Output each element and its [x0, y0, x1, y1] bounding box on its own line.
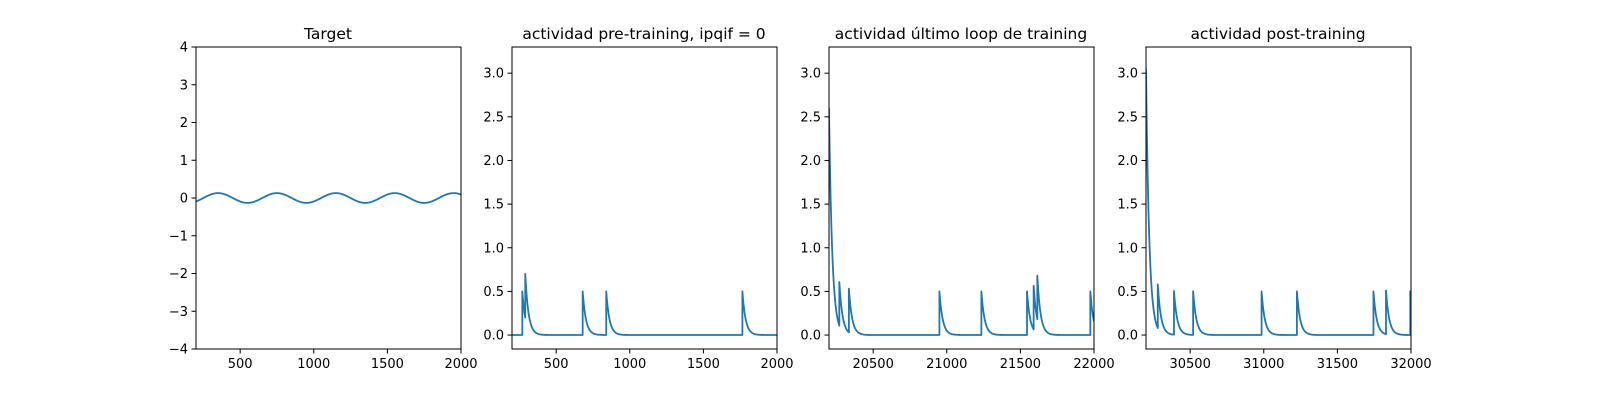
y-tick-label: 0.5: [1117, 285, 1138, 300]
x-tick-label: 22000: [1073, 357, 1114, 372]
y-tick-label: −3: [169, 305, 188, 320]
y-tick-label: 2.0: [1117, 154, 1138, 169]
y-tick-label: 2.0: [483, 154, 504, 169]
y-tick-label: 3.0: [1117, 67, 1138, 82]
panel-marks: 500 1000 1500 2000 0.0 0.5 1.0 1.5 2.0 2.5 3.0: [483, 46, 794, 372]
y-tick-label: 0.5: [800, 285, 821, 300]
x-tick-label: 500: [228, 357, 253, 372]
panel-post-training: actividad post-training 30500 31000 31500 3…: [1117, 25, 1431, 372]
series-line: [829, 108, 1094, 336]
x-tick-label: 21000: [926, 357, 967, 372]
y-tick-label: 2.5: [800, 110, 821, 125]
y-tick-label: 2: [180, 116, 188, 131]
y-tick-label: 1.5: [1117, 198, 1138, 213]
panel-title: actividad pre-training, ipqif = 0: [522, 25, 765, 43]
panel-marks: 30500 31000 31500 32000 0.0 0.5 1.0 1.5 2.0 2.5 3.…: [1117, 46, 1432, 372]
axes-frame: [1145, 46, 1412, 350]
x-tick-label: 31500: [1317, 357, 1358, 372]
x-tick-label: 20500: [852, 357, 893, 372]
y-tick-label: 4: [180, 41, 188, 56]
panel-marks: 500 1000 1500 2000 −4 −3 −2 −1 0 1 2 3 4: [169, 41, 478, 373]
y-tick-label: 3: [180, 78, 188, 93]
y-tick-label: 0.0: [483, 329, 504, 344]
y-tick-label: 1.5: [483, 198, 504, 213]
y-tick-label: 1.0: [800, 241, 821, 256]
y-tick-label: 0.0: [800, 329, 821, 344]
y-tick-label: 1.0: [1117, 241, 1138, 256]
y-tick-label: 2.5: [483, 110, 504, 125]
x-tick-label: 21500: [1000, 357, 1041, 372]
panel-title: actividad post-training: [1190, 25, 1365, 43]
panel-title: actividad último loop de training: [835, 25, 1087, 43]
panel-title: Target: [303, 25, 352, 43]
x-tick-label: 1500: [371, 357, 404, 372]
axes-frame: [511, 46, 778, 350]
y-tick-label: 0: [180, 192, 188, 207]
series-line: [512, 272, 777, 336]
x-tick-label: 1500: [687, 357, 720, 372]
y-tick-label: 1.5: [800, 198, 821, 213]
y-tick-label: 3.0: [483, 67, 504, 82]
series-line: [196, 192, 461, 204]
x-tick-label: 2000: [760, 357, 793, 372]
x-tick-label: 1000: [297, 357, 330, 372]
axes-frame: [828, 46, 1095, 350]
panel-marks: 20500 21000 21500 22000 0.0 0.5 1.0 1.5 2.0 2.5 3.…: [800, 46, 1115, 372]
y-tick-label: 0.5: [483, 285, 504, 300]
x-tick-label: 2000: [444, 357, 477, 372]
x-tick-label: 31000: [1243, 357, 1284, 372]
y-tick-label: 1.0: [483, 241, 504, 256]
y-tick-label: 3.0: [800, 67, 821, 82]
y-tick-label: 0.0: [1117, 329, 1138, 344]
panel-last-training-loop: actividad último loop de training 20500 2…: [800, 25, 1114, 372]
panel-pre-training: actividad pre-training, ipqif = 0 500 100…: [483, 25, 793, 372]
x-tick-label: 500: [544, 357, 569, 372]
x-tick-label: 30500: [1169, 357, 1210, 372]
y-tick-label: −1: [169, 229, 188, 244]
x-tick-label: 32000: [1390, 357, 1431, 372]
series-line: [1146, 68, 1411, 336]
y-tick-label: 2.5: [1117, 110, 1138, 125]
y-tick-label: −2: [169, 267, 188, 282]
y-tick-label: 1: [180, 154, 188, 169]
y-tick-label: −4: [169, 343, 188, 358]
panel-target: Target 500 1000 1500 2000 −4 −3 −2 −1 0 1 2 3 4: [169, 25, 478, 372]
y-tick-label: 2.0: [800, 154, 821, 169]
x-tick-label: 1000: [613, 357, 646, 372]
